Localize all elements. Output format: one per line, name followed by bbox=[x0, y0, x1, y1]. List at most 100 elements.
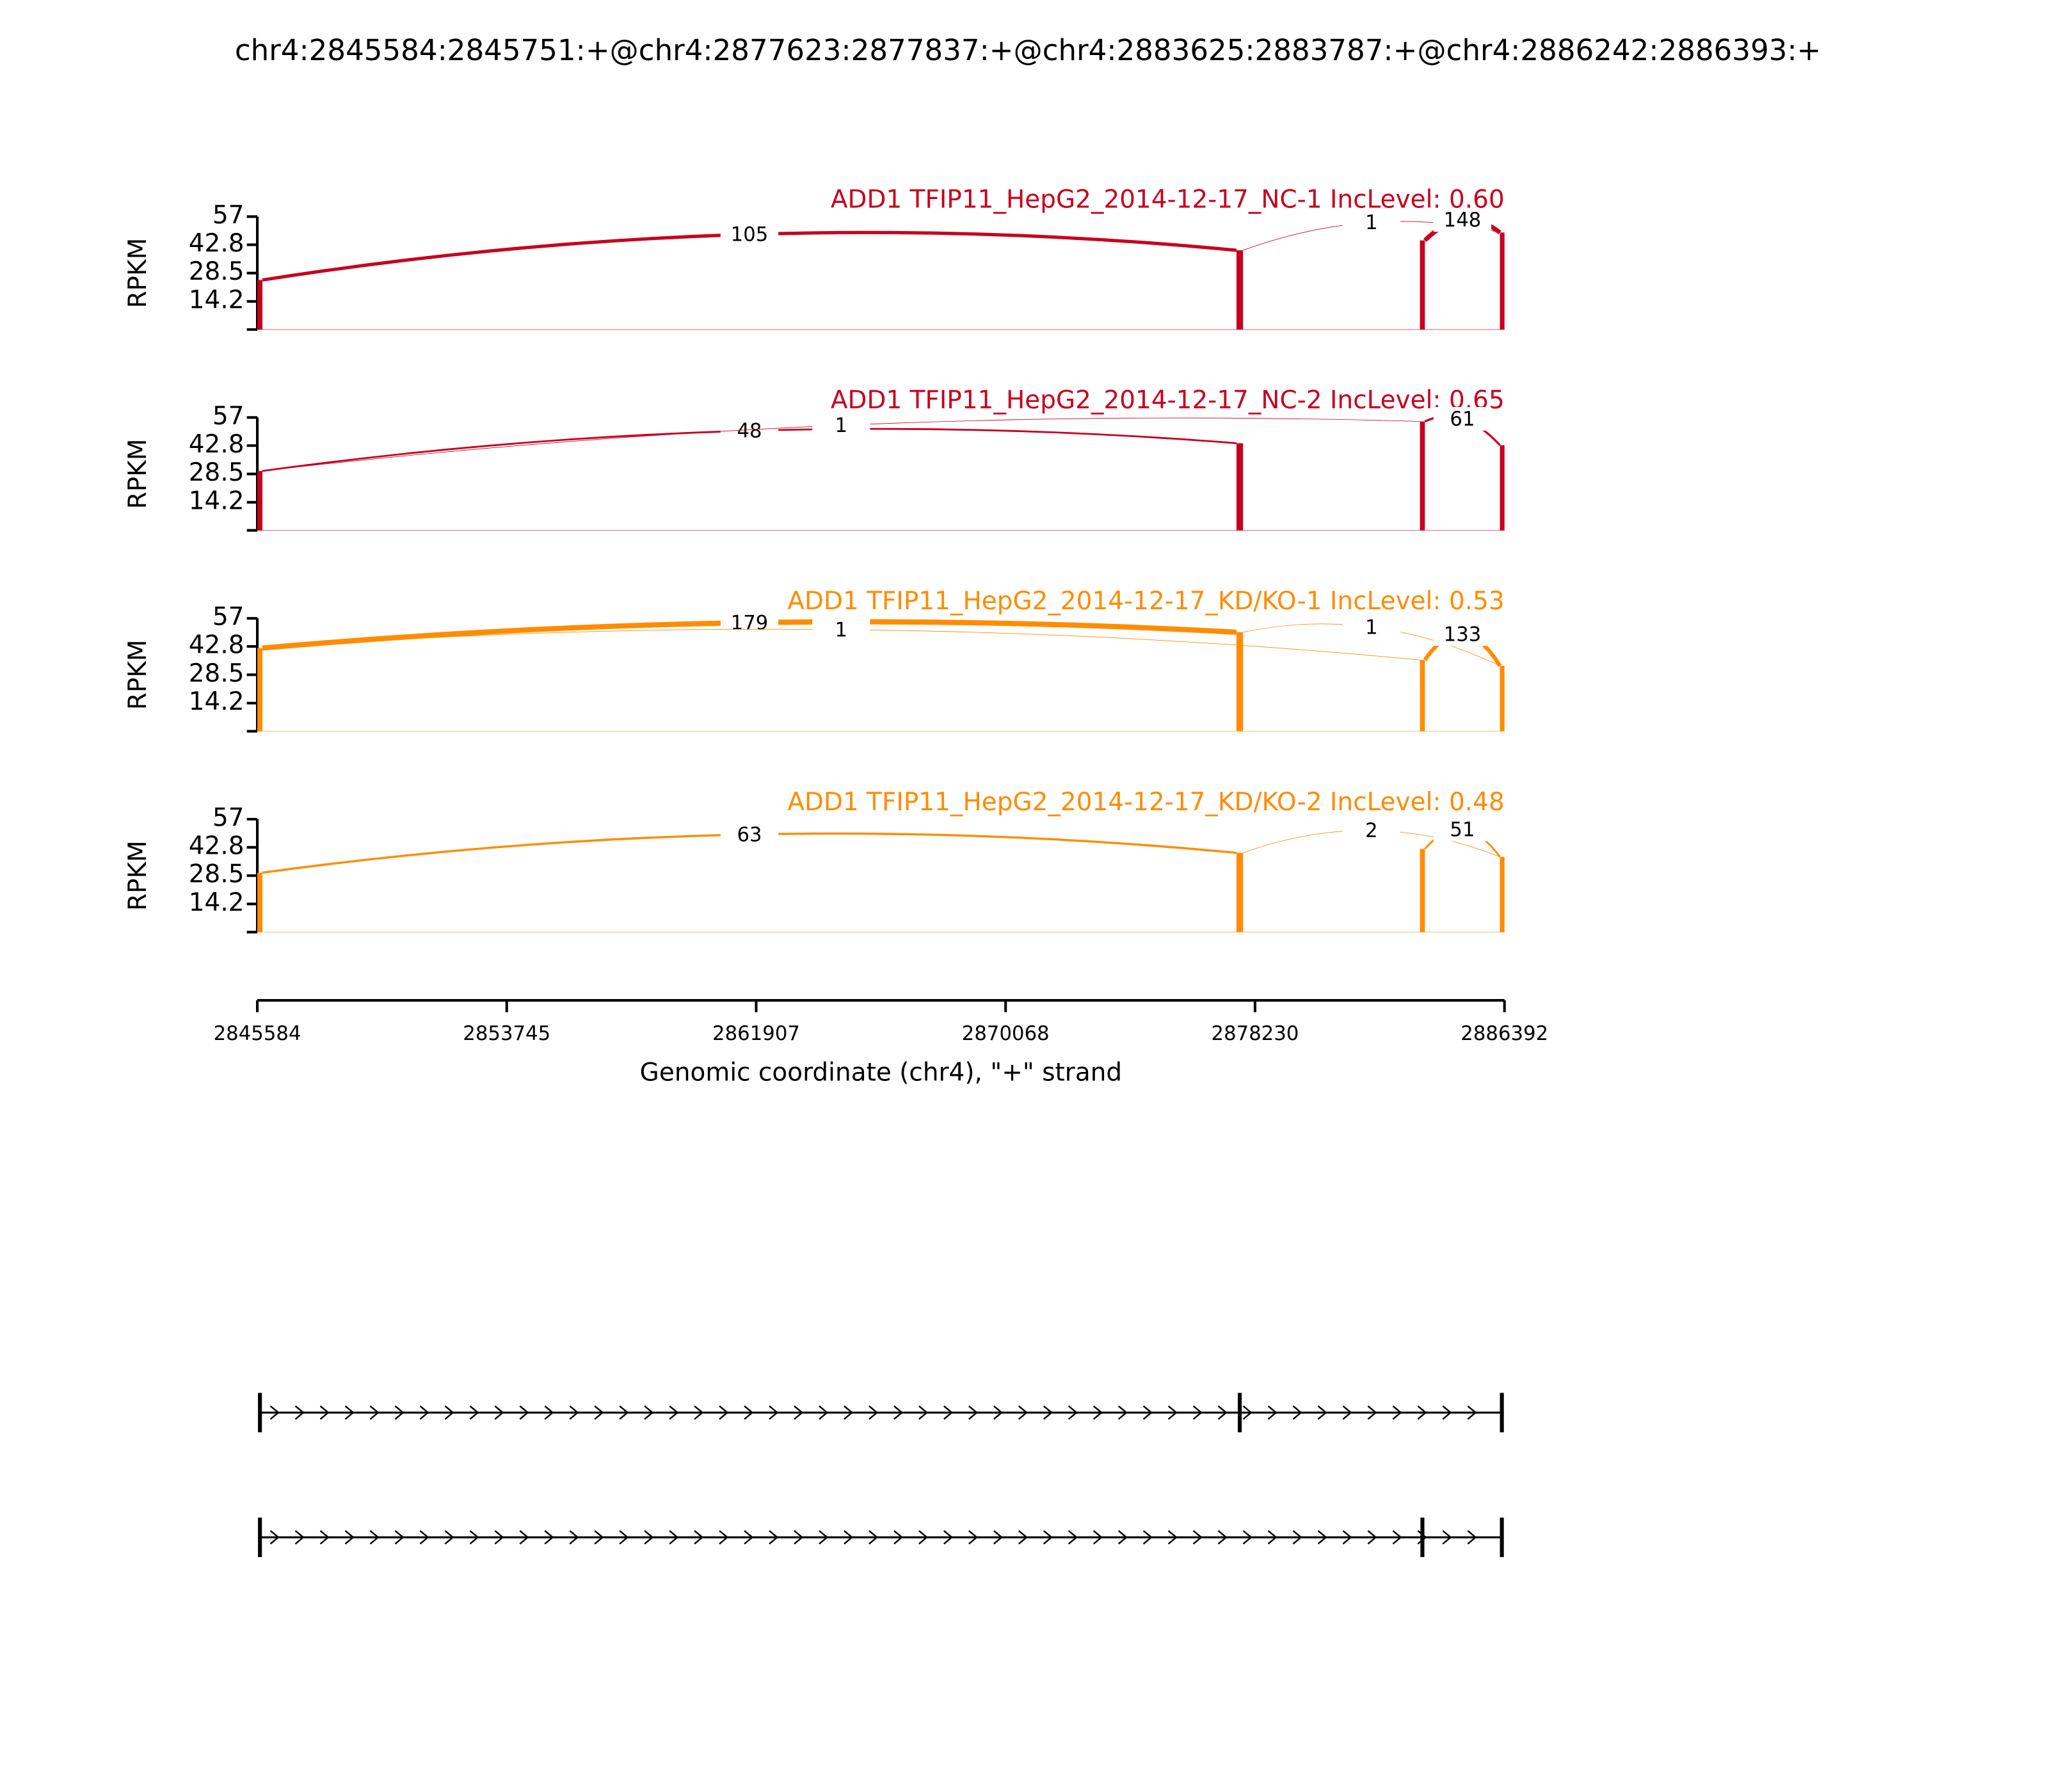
strand-chevron bbox=[594, 1530, 604, 1545]
strand-chevron bbox=[294, 1530, 305, 1545]
x-tick-label: 2853745 bbox=[463, 1022, 550, 1045]
junction-label-group: 63 bbox=[720, 822, 779, 846]
strand-chevron bbox=[968, 1405, 979, 1420]
strand-chevron bbox=[1117, 1530, 1128, 1545]
junction-label-group: 2 bbox=[1342, 819, 1401, 842]
junction-label-bg bbox=[1342, 615, 1401, 639]
strand-chevron bbox=[1342, 1405, 1352, 1420]
strand-chevron bbox=[269, 1530, 280, 1545]
strand-chevron bbox=[819, 1530, 829, 1545]
coverage-bar bbox=[257, 470, 263, 531]
strand-chevron bbox=[744, 1530, 754, 1545]
strand-chevron bbox=[619, 1405, 629, 1420]
strand-chevron bbox=[1417, 1405, 1427, 1420]
y-axis-label: RPKM bbox=[124, 238, 152, 308]
junction-label-group: 1 bbox=[812, 618, 870, 641]
junction-label-bg bbox=[1433, 817, 1492, 842]
strand-chevron bbox=[1092, 1530, 1103, 1545]
strand-chevron bbox=[1467, 1530, 1477, 1545]
strand-chevron bbox=[719, 1405, 729, 1420]
junction-count: 148 bbox=[1444, 209, 1482, 232]
strand-chevron bbox=[918, 1530, 929, 1545]
y-tick-label: 28.5 bbox=[189, 458, 244, 487]
coverage-bar bbox=[1236, 250, 1244, 330]
junction-count: 61 bbox=[1450, 408, 1475, 431]
strand-chevron bbox=[1442, 1405, 1452, 1420]
junction-label-bg bbox=[1433, 622, 1492, 646]
strand-chevron bbox=[419, 1405, 429, 1420]
strand-chevron bbox=[319, 1530, 330, 1545]
strand-chevron bbox=[1292, 1530, 1302, 1545]
strand-chevron bbox=[819, 1405, 829, 1420]
strand-chevron bbox=[1167, 1530, 1178, 1545]
strand-chevron bbox=[1367, 1530, 1377, 1545]
strand-chevron bbox=[1292, 1405, 1302, 1420]
junction-label-group: 148 bbox=[1433, 208, 1492, 232]
junction-count: 1 bbox=[835, 414, 848, 437]
junction-label-group: 1 bbox=[1342, 211, 1401, 234]
strand-chevron bbox=[269, 1405, 280, 1420]
junction-label-group: 105 bbox=[720, 222, 779, 246]
strand-chevron bbox=[319, 1405, 330, 1420]
coverage-bar bbox=[1500, 232, 1505, 330]
junction-label-group: 1 bbox=[1342, 615, 1401, 639]
strand-chevron bbox=[1192, 1405, 1203, 1420]
strand-chevron bbox=[669, 1530, 679, 1545]
y-tick-label: 57 bbox=[212, 402, 244, 431]
strand-chevron bbox=[494, 1405, 504, 1420]
junction-label-group: 61 bbox=[1433, 406, 1492, 431]
panel-title: ADD1 TFIP11_HepG2_2014-12-17_KD/KO-2 Inc… bbox=[787, 788, 1504, 817]
junction-label-group: 1 bbox=[812, 413, 870, 437]
strand-chevron bbox=[769, 1405, 779, 1420]
strand-chevron bbox=[794, 1530, 804, 1545]
junction-label-bg bbox=[812, 618, 870, 642]
strand-chevron bbox=[1217, 1530, 1228, 1545]
strand-chevron bbox=[369, 1405, 380, 1420]
strand-chevron bbox=[394, 1530, 404, 1545]
junction-label-group: 133 bbox=[1433, 622, 1492, 646]
junction-label-bg bbox=[1433, 406, 1492, 431]
strand-chevron bbox=[868, 1530, 879, 1545]
x-tick-label: 2870068 bbox=[962, 1022, 1050, 1045]
panel-title: ADD1 TFIP11_HepG2_2014-12-17_KD/KO-1 Inc… bbox=[787, 587, 1504, 616]
strand-chevron bbox=[294, 1405, 305, 1420]
strand-chevron bbox=[993, 1405, 1004, 1420]
strand-chevron bbox=[1018, 1530, 1028, 1545]
y-tick-label: 28.5 bbox=[189, 257, 244, 286]
strand-chevron bbox=[993, 1530, 1004, 1545]
strand-chevron bbox=[394, 1405, 404, 1420]
strand-chevron bbox=[943, 1530, 954, 1545]
strand-chevron bbox=[1092, 1405, 1103, 1420]
strand-chevron bbox=[1043, 1405, 1053, 1420]
junction-count: 1 bbox=[1365, 616, 1378, 639]
strand-chevron bbox=[1392, 1405, 1402, 1420]
strand-chevron bbox=[868, 1405, 879, 1420]
strand-chevron bbox=[619, 1530, 629, 1545]
strand-chevron bbox=[569, 1405, 579, 1420]
x-tick-label: 2861907 bbox=[712, 1022, 800, 1045]
y-axis-label: RPKM bbox=[124, 840, 152, 911]
coverage-bar bbox=[1420, 849, 1425, 932]
junction-count: 133 bbox=[1444, 623, 1482, 646]
x-tick-label: 2845584 bbox=[214, 1022, 301, 1045]
junction-count: 63 bbox=[737, 823, 762, 846]
junction-label-group: 51 bbox=[1433, 817, 1492, 842]
coverage-bar bbox=[1236, 852, 1244, 932]
strand-chevron bbox=[1442, 1530, 1452, 1545]
junction-count: 105 bbox=[731, 223, 769, 246]
strand-chevron bbox=[1392, 1530, 1402, 1545]
strand-chevron bbox=[519, 1530, 529, 1545]
strand-chevron bbox=[794, 1405, 804, 1420]
y-tick-label: 57 bbox=[212, 201, 244, 230]
junction-count: 179 bbox=[731, 611, 769, 634]
panel-title: ADD1 TFIP11_HepG2_2014-12-17_NC-1 IncLev… bbox=[831, 185, 1505, 214]
coverage-bar bbox=[1500, 666, 1505, 732]
y-tick-label: 42.8 bbox=[189, 229, 244, 258]
y-tick-label: 42.8 bbox=[189, 430, 244, 459]
strand-chevron bbox=[1068, 1405, 1078, 1420]
strand-chevron bbox=[918, 1405, 929, 1420]
strand-chevron bbox=[344, 1530, 355, 1545]
strand-chevron bbox=[719, 1530, 729, 1545]
y-tick-label: 14.2 bbox=[189, 486, 244, 515]
